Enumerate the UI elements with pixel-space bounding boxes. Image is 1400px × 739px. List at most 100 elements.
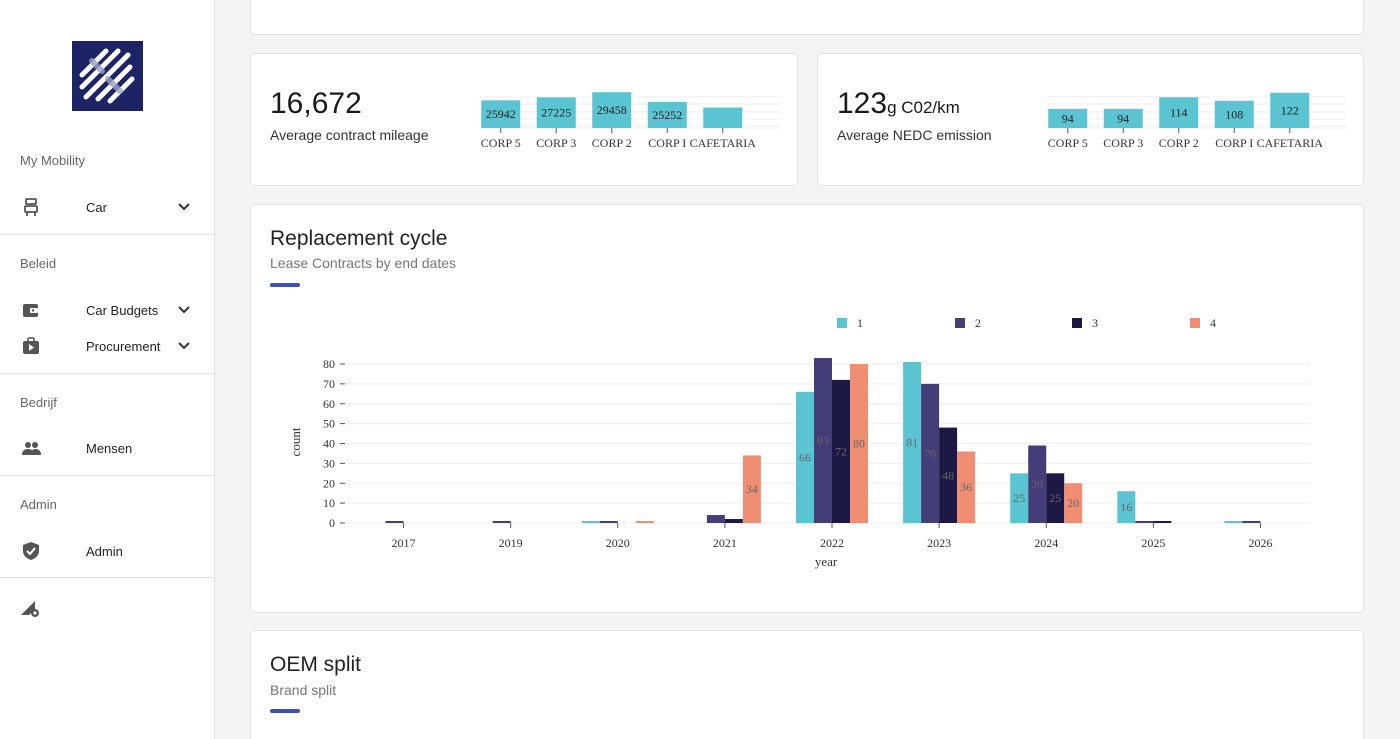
x-tick-label: 2022 (820, 536, 844, 550)
legend-label: 3 (1092, 316, 1098, 330)
accent-rule (270, 709, 300, 713)
shield-check-icon (23, 542, 39, 560)
divider (0, 475, 214, 476)
bar-2021-series-3 (724, 519, 743, 523)
mini-data-label: 114 (1170, 106, 1188, 120)
bar-data-label: 48 (942, 468, 954, 482)
replacement-cycle-card: Replacement cycle Lease Contracts by end… (250, 204, 1364, 613)
section-title: Admin (20, 497, 57, 512)
nav-item-label: Procurement (86, 338, 161, 354)
mini-bar (1103, 108, 1143, 128)
bar-2023-series-1 (903, 362, 922, 523)
mini-data-label: 25942 (486, 107, 516, 121)
company-logo[interactable] (72, 41, 143, 111)
mileage-mini-chart: 25942 CORP 5 27225 CORP 3 29458 CORP 2 25252 CO… (479, 92, 779, 150)
wallet-icon (23, 304, 38, 317)
x-tick-label: 2019 (499, 536, 523, 550)
bar-2023-series-4 (957, 451, 976, 523)
x-tick-label: 2017 (392, 536, 416, 550)
card-title: Replacement cycle (270, 227, 448, 250)
section-title: Beleid (20, 256, 57, 271)
bar-data-label: 34 (746, 482, 758, 496)
bar-2023-series-3 (939, 427, 958, 523)
y-axis-label: count (288, 427, 303, 456)
section-title: Bedrijf (20, 395, 57, 410)
divider (0, 577, 214, 578)
nav-item-admin[interactable]: Admin (0, 536, 214, 566)
kpi-card-emission: 123g C02/km Average NEDC emission 94 CORP… (817, 53, 1364, 186)
mini-bar (536, 97, 576, 128)
mini-bar (1048, 108, 1088, 128)
kpi-value: 123g C02/km (837, 87, 960, 121)
legend-swatch (837, 318, 847, 328)
nav-item-procurement[interactable]: Procurement (0, 331, 214, 361)
briefcase-play-icon (23, 337, 39, 354)
y-tick-label: 80 (323, 357, 335, 371)
nav-item-label: Car (86, 199, 107, 215)
bar-2020-series-4 (635, 521, 654, 523)
car-seat-icon (24, 198, 38, 216)
nav-item-label: Car Budgets (86, 302, 159, 318)
bar-2024-series-3 (1046, 473, 1065, 523)
y-tick-label: 30 (323, 456, 335, 470)
card-title: OEM split (270, 653, 362, 676)
bar-2022-series-1 (796, 391, 814, 523)
card-subtitle: Lease Contracts by end dates (270, 255, 457, 271)
bar-2024-series-4 (1064, 483, 1083, 523)
x-tick-label: 2024 (1034, 536, 1058, 550)
nav-item-car-budgets[interactable]: Car Budgets (0, 295, 214, 325)
mini-data-label: 29458 (597, 103, 627, 117)
top-card (250, 0, 1364, 35)
bar-2026-series-2 (1242, 521, 1261, 523)
bar-2021-series-4 (742, 455, 761, 523)
kpi-unit: g C02/km (887, 98, 960, 117)
oem-split-card: OEM split Brand split (250, 630, 1364, 739)
bar-2024-series-1 (1010, 473, 1029, 523)
nav-item-label: Mensen (86, 440, 133, 456)
signal-settings-icon[interactable] (19, 597, 43, 619)
legend-swatch (955, 318, 965, 328)
bar-data-label: 25 (1013, 491, 1025, 505)
mini-tick-label: CORP I (648, 136, 686, 150)
mini-tick-label: CORP 2 (592, 136, 632, 150)
chevron-down-icon[interactable] (176, 302, 192, 318)
logo-mark-icon (79, 48, 135, 104)
bar-data-label: 20 (1067, 496, 1079, 510)
y-tick-label: 10 (323, 496, 335, 510)
emission-mini-chart: 94 CORP 5 94 CORP 3 114 CORP 2 108 CORP I 122 CAF… (1046, 92, 1346, 150)
bar-2022-series-2 (814, 358, 832, 523)
legend-swatch (1190, 318, 1200, 328)
chevron-down-icon[interactable] (176, 338, 192, 354)
bar-data-label: 70 (924, 446, 936, 460)
mini-data-label: 108 (1225, 107, 1243, 121)
bar-2017-series-2 (385, 521, 404, 523)
bar-2025-series-1 (1117, 491, 1136, 523)
bar-2020-series-1 (581, 521, 600, 523)
x-tick-label: 2020 (606, 536, 630, 550)
nav-item-mensen[interactable]: Mensen (0, 433, 214, 463)
bar-data-label: 16 (1120, 500, 1132, 514)
mini-data-label: 94 (1117, 111, 1129, 125)
y-tick-label: 40 (323, 437, 335, 451)
nav-item-car[interactable]: Car (0, 192, 214, 222)
mini-bar (592, 92, 632, 128)
bar-2021-series-2 (706, 515, 725, 523)
mini-bar (647, 101, 687, 128)
kpi-label: Average NEDC emission (837, 127, 992, 143)
mini-bar (481, 100, 521, 128)
mini-bar (1214, 100, 1254, 128)
nav-item-label: Admin (86, 543, 123, 559)
x-tick-label: 2026 (1248, 536, 1272, 550)
bar-2025-series-3 (1153, 521, 1172, 523)
x-tick-label: 2021 (713, 536, 737, 550)
bar-data-label: 25 (1049, 491, 1061, 505)
bar-data-label: 80 (853, 437, 865, 451)
sidebar: My Mobility Car Beleid Car Budgets (0, 0, 215, 739)
bar-data-label: 36 (960, 480, 972, 494)
mini-bar (1270, 92, 1310, 128)
legend-label: 1 (857, 316, 863, 330)
mini-tick-label: CORP 2 (1159, 136, 1199, 150)
mini-bar (1159, 97, 1199, 128)
bar-data-label: 72 (835, 444, 847, 458)
chevron-down-icon[interactable] (176, 199, 192, 215)
